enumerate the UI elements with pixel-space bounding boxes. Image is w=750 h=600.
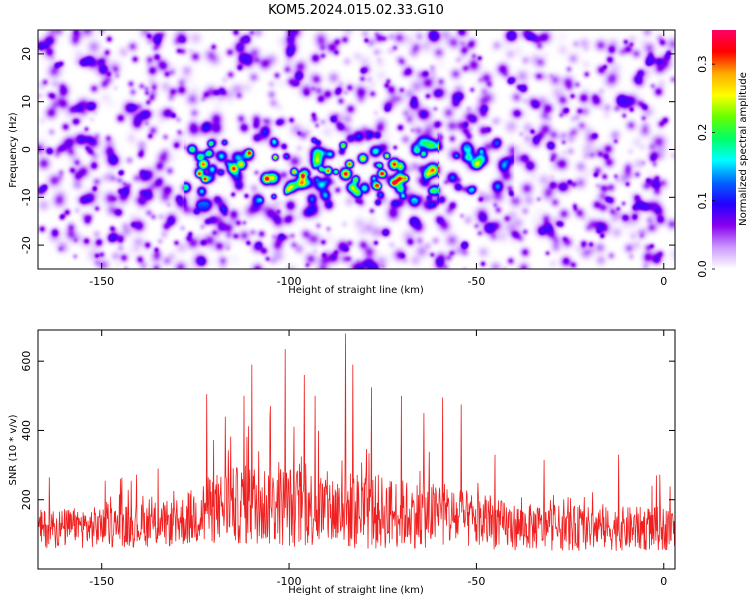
snr-frame — [37, 329, 676, 570]
heatmap-y-tick-label: -10 — [20, 188, 33, 206]
snr-y-tick-label: 600 — [20, 351, 33, 372]
snr-x-tick-label: -150 — [89, 575, 114, 588]
snr-series-line — [38, 333, 675, 551]
heatmap-x-tick-label: -150 — [89, 275, 114, 288]
colorbar-gradient — [712, 30, 736, 269]
heatmap-y-tick-label: 10 — [20, 95, 33, 109]
colorbar-tick-label: 0.3 — [696, 55, 709, 73]
colorbar-tick-label: 0.2 — [696, 124, 709, 142]
snr-y-tick-label: 200 — [20, 489, 33, 510]
heatmap-panel: -150 -100 -50 0 20 10 0 -10 -20 Height of straig… — [8, 29, 676, 296]
heatmap-x-label: Height of straight line (km) — [288, 285, 424, 296]
heatmap-y-tick-label: -20 — [20, 236, 33, 254]
snr-y-tick-label: 400 — [20, 420, 33, 441]
heatmap-y-tick-label: 0 — [20, 146, 33, 153]
heatmap-x-tick-label: 0 — [660, 275, 667, 288]
heatmap-frame — [37, 29, 676, 270]
snr-x-label: Height of straight line (km) — [288, 585, 424, 596]
snr-x-tick-label: -50 — [467, 575, 485, 588]
snr-x-tick-label: -100 — [277, 575, 302, 588]
heatmap-x-tick-label: -100 — [277, 275, 302, 288]
chart-title: KOM5.2024.015.02.33.G10 — [268, 3, 444, 18]
snr-x-tick-label: 0 — [660, 575, 667, 588]
heatmap-x-tick-label: -50 — [467, 275, 485, 288]
snr-panel: -150 -100 -50 0 200 400 600 Height of straight… — [8, 329, 676, 596]
snr-y-label: SNR (10 * v/v) — [8, 414, 19, 485]
heatmap-y-tick-label: 20 — [20, 47, 33, 61]
colorbar-label: Normalized spectral amplitude — [738, 72, 749, 226]
colorbar-tick-label: 0.0 — [696, 260, 709, 278]
heatmap-image — [38, 30, 675, 269]
heatmap-y-label: Frequency (Hz) — [8, 112, 19, 188]
colorbar: 0.0 0.1 0.2 0.3 Normalized spectral amplitu… — [696, 30, 749, 278]
colorbar-tick-label: 0.1 — [696, 192, 709, 210]
